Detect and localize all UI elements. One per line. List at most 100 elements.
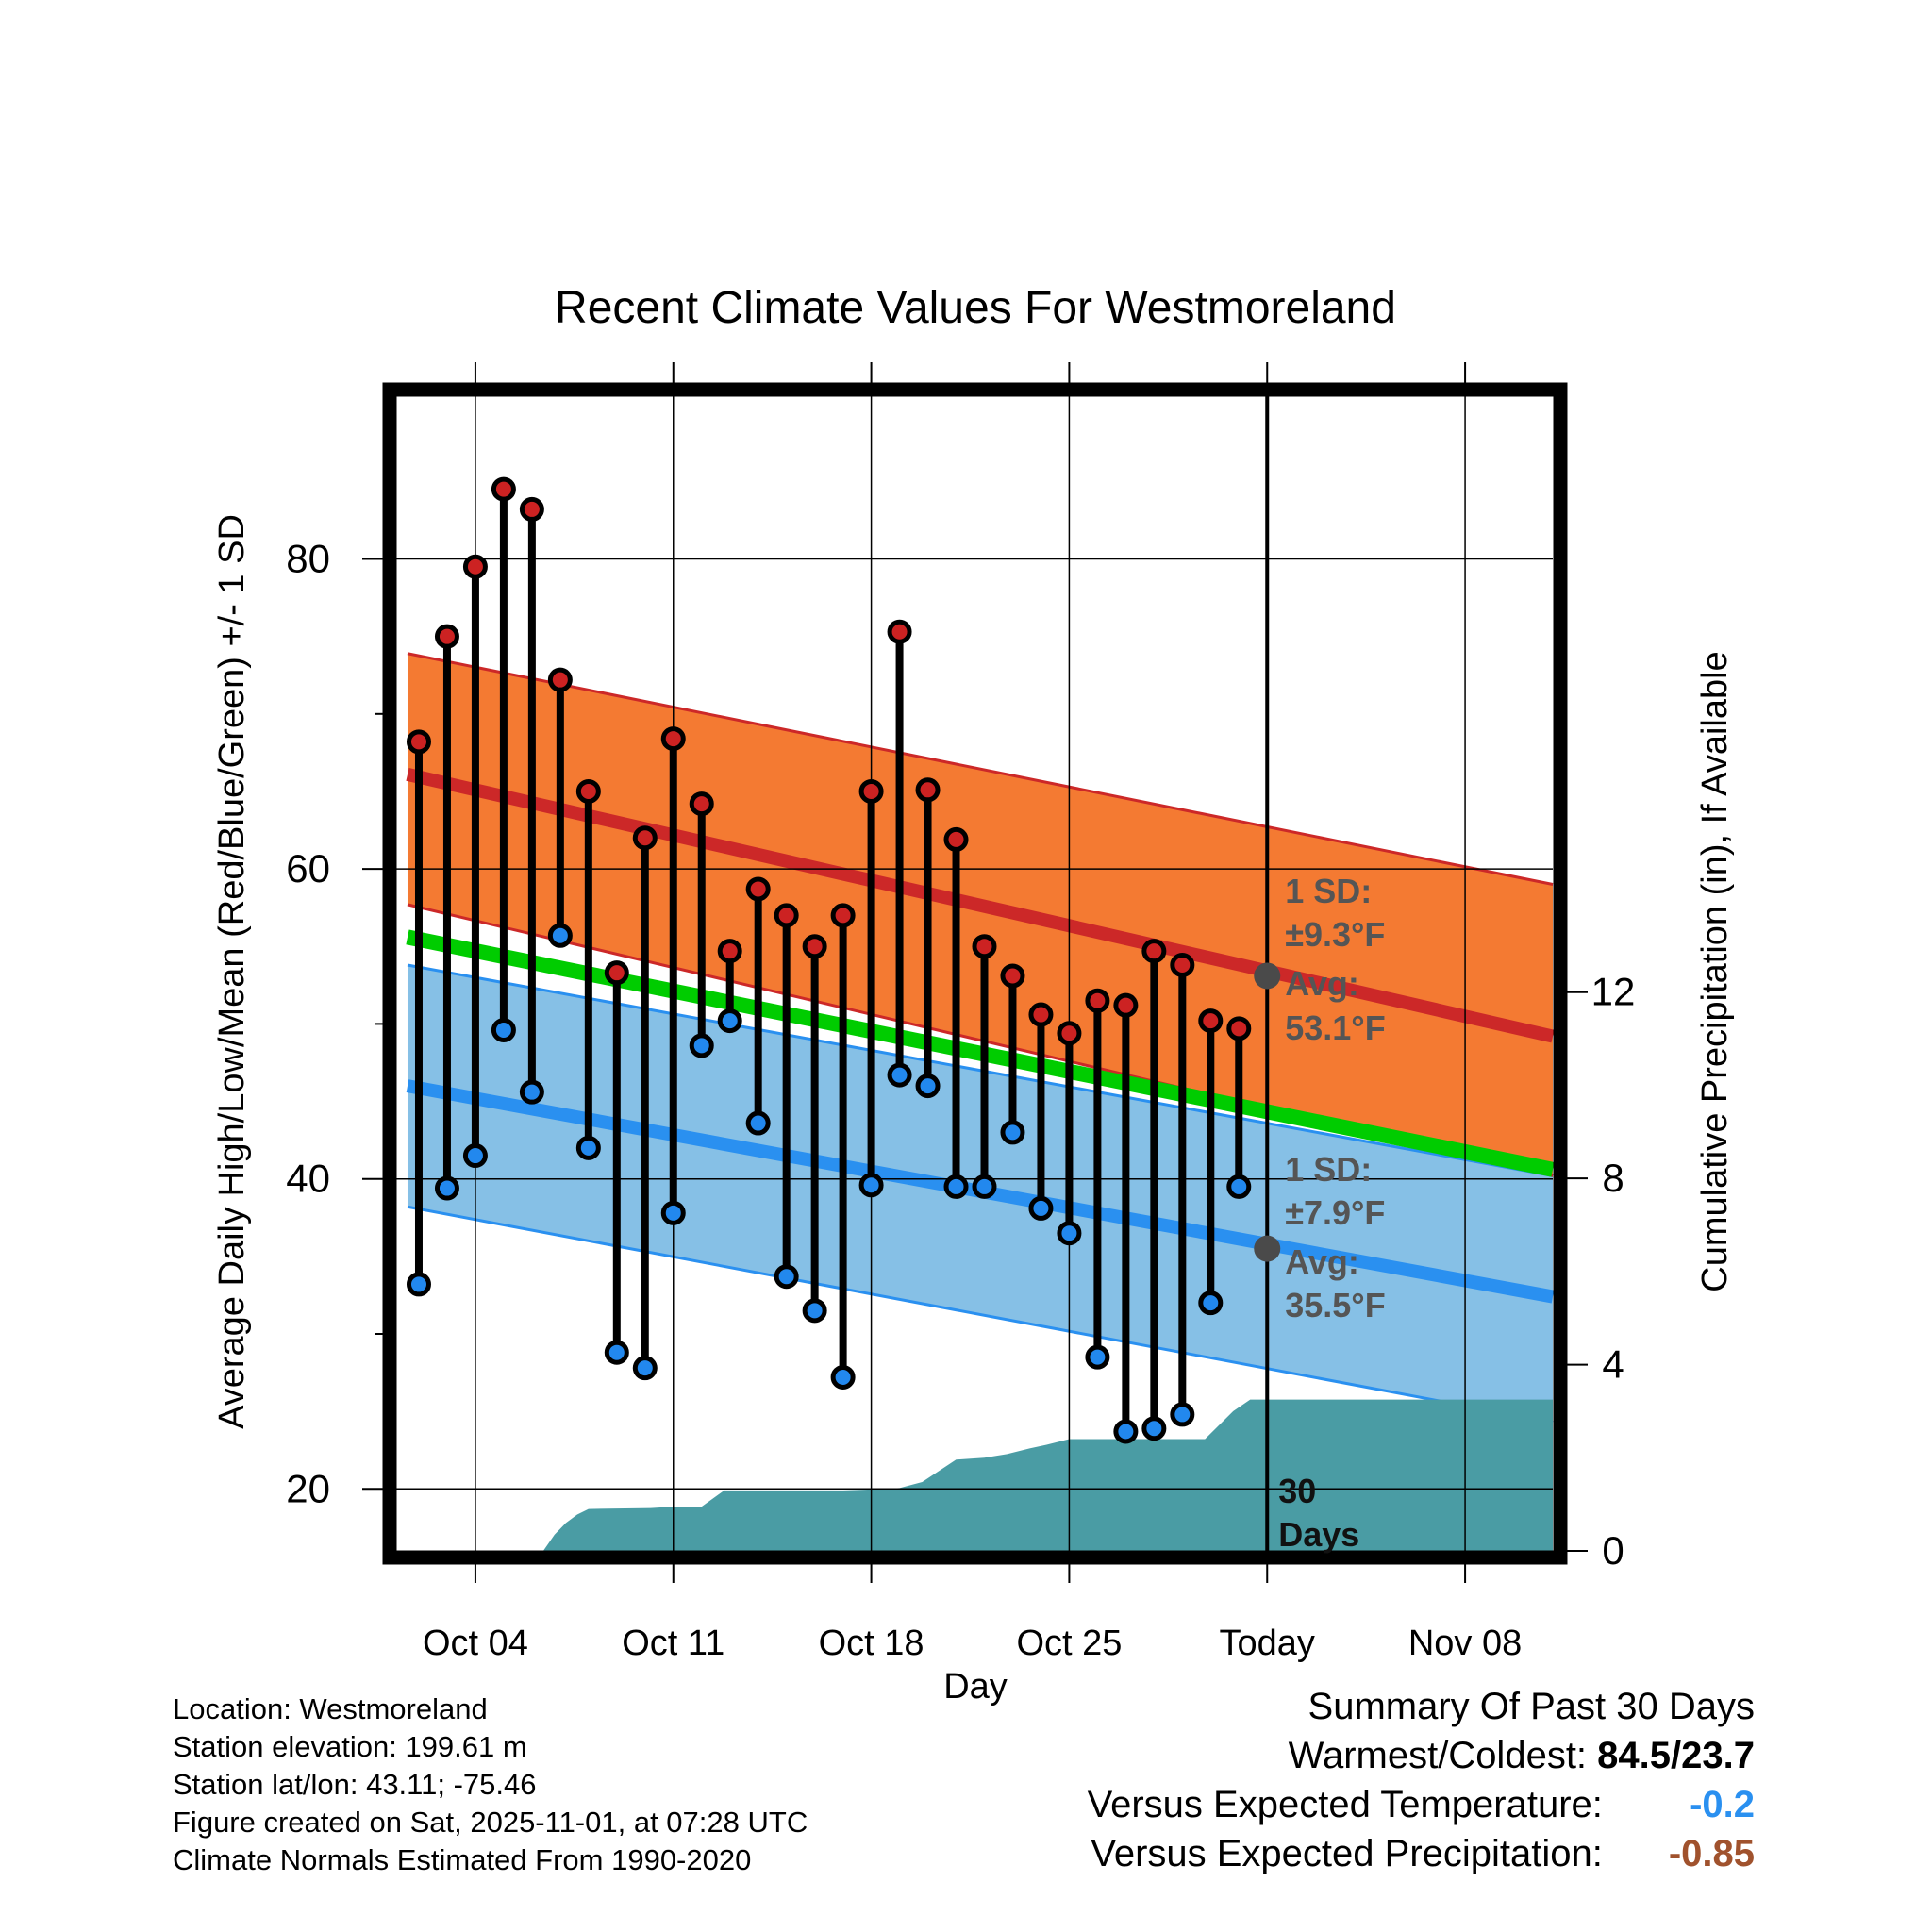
chart-title: Recent Climate Values For Westmoreland [555,283,1396,333]
daily-high-point [604,960,629,986]
daily-low-point [943,1174,969,1199]
high-normal-line [406,768,1555,1043]
daily-low-point [1170,1402,1195,1427]
daily-high-point [660,726,686,752]
daily-high-point [802,934,827,959]
precip-area [396,1399,1553,1554]
y-left-tick-label: 80 [286,537,330,581]
y-left-tick-label: 40 [286,1157,330,1201]
daily-low-point [1113,1419,1139,1444]
daily-low-point [1141,1416,1167,1441]
daily-low-point [915,1074,941,1099]
summary-heading: Summary Of Past 30 Days [1307,1686,1755,1727]
axes: Oct 04 Oct 11 Oct 18 Oct 25 Today Nov 0820406… [286,362,1635,1663]
daily-high-point [1170,952,1195,977]
daily-high-point [1000,963,1025,989]
y-axis-right-label: Cumulative Precipitation (in), If Availa… [1695,651,1735,1291]
high-avg-value: 53.1°F [1285,1008,1385,1047]
daily-high-point [915,777,941,803]
y-right-tick-label: 0 [1602,1528,1624,1573]
daily-low-point [1028,1195,1054,1221]
summary-temp-row: Versus Expected Temperature: -0.2 [1088,1780,1755,1829]
summary-precip-row: Versus Expected Precipitation: -0.85 [1088,1829,1755,1878]
elevation-text: Station elevation: 199.61 m [173,1730,527,1763]
normals-text: Climate Normals Estimated From 1990-2020 [173,1843,752,1876]
daily-high-point [830,903,856,928]
temp-label: Versus Expected Temperature: [1087,1784,1603,1825]
daily-high-point [943,826,969,852]
low-avg-marker [1254,1235,1281,1262]
daily-low-point [802,1298,827,1324]
y-left-tick-label: 60 [286,846,330,891]
days-count-label: 30 [1278,1472,1316,1510]
daily-low-point [1057,1221,1082,1246]
daily-low-point [717,1008,742,1034]
daily-high-point [887,619,912,644]
daily-low-point [972,1174,997,1199]
daily-low-point [689,1033,714,1058]
daily-high-point [575,778,601,804]
mean-normal-line [406,929,1555,1177]
daily-low-point [1000,1120,1025,1145]
precip-value: -0.85 [1668,1833,1755,1874]
low-avg-label: Avg: [1285,1242,1359,1281]
x-tick-label: Oct 25 [1016,1624,1122,1663]
x-tick-label: Today [1220,1624,1315,1663]
daily-low-point [1198,1291,1224,1316]
y-left-tick-label: 20 [286,1466,330,1510]
daily-high-point [1057,1021,1082,1046]
series-layer [406,476,1252,1444]
daily-high-point [1113,992,1139,1018]
daily-high-point [519,496,544,522]
high-sd-upper-edge [407,652,1554,887]
daily-low-point [547,923,573,948]
low-sd-upper-edge [407,963,1554,1177]
latlon-text: Station lat/lon: 43.11; -75.46 [173,1768,537,1801]
daily-high-point [689,791,714,817]
daily-high-point [491,476,516,502]
daily-low-point [604,1340,629,1365]
daily-low-point [406,1272,431,1297]
low-sd-label: 1 SD: [1285,1150,1372,1189]
summary-warmest-row: Warmest/Coldest: 84.5/23.7 [1088,1731,1755,1780]
daily-low-point [858,1173,884,1198]
daily-high-point [547,667,573,692]
plot-frame [382,382,1568,1565]
daily-low-point [745,1110,771,1136]
daily-low-point [774,1264,799,1290]
warmest-label: Warmest/Coldest: [1288,1735,1588,1776]
daily-high-point [462,554,488,579]
daily-high-point [774,903,799,928]
daily-high-point [858,778,884,804]
daily-high-point [717,939,742,964]
low-sd-value: ±7.9°F [1285,1193,1385,1232]
daily-low-point [887,1062,912,1088]
low-avg-value: 35.5°F [1285,1286,1385,1324]
y-right-tick-label: 8 [1602,1156,1624,1200]
daily-low-point [660,1200,686,1225]
daily-low-point [519,1079,544,1105]
daily-low-point [830,1364,856,1390]
daily-high-point [632,825,658,851]
x-tick-label: Oct 04 [423,1624,528,1663]
x-tick-label: Nov 08 [1408,1624,1522,1663]
x-axis-label: Day [943,1667,1008,1707]
x-tick-label: Oct 18 [819,1624,924,1663]
high-sd-label: 1 SD: [1285,872,1372,910]
y-axis-left-label: Average Daily High/Low/Mean (Red/Blue/Gr… [212,514,252,1429]
station-info: Location: Westmoreland Station elevation… [173,1690,808,1879]
daily-high-point [434,624,459,649]
days-word-label: Days [1278,1515,1359,1554]
daily-high-point [972,934,997,959]
daily-low-point [632,1356,658,1381]
y-right-tick-label: 12 [1591,970,1636,1014]
daily-high-point [1198,1008,1224,1034]
daily-high-point [406,729,431,755]
low-sd-lower-edge [407,1205,1554,1424]
high-avg-label: Avg: [1285,964,1359,1003]
high-avg-marker [1254,962,1281,990]
daily-high-point [1226,1016,1252,1041]
daily-low-point [491,1017,516,1042]
y-right-tick-label: 4 [1602,1342,1624,1387]
